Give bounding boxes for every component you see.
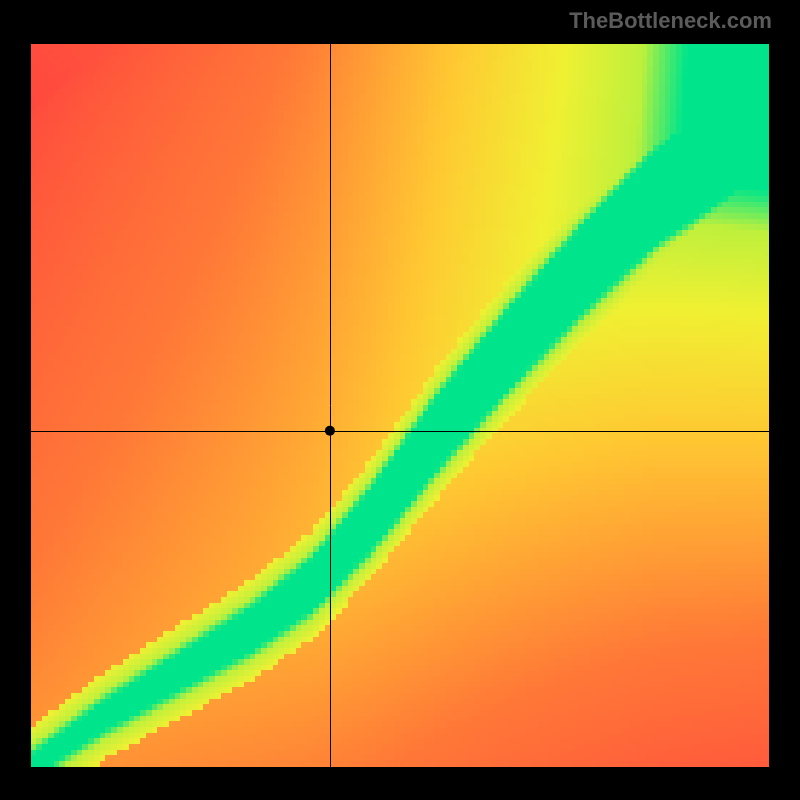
chart-stage: TheBottleneck.com xyxy=(0,0,800,800)
bottleneck-heatmap xyxy=(31,44,769,767)
watermark-text: TheBottleneck.com xyxy=(569,8,772,34)
plot-outer-frame xyxy=(25,38,775,773)
